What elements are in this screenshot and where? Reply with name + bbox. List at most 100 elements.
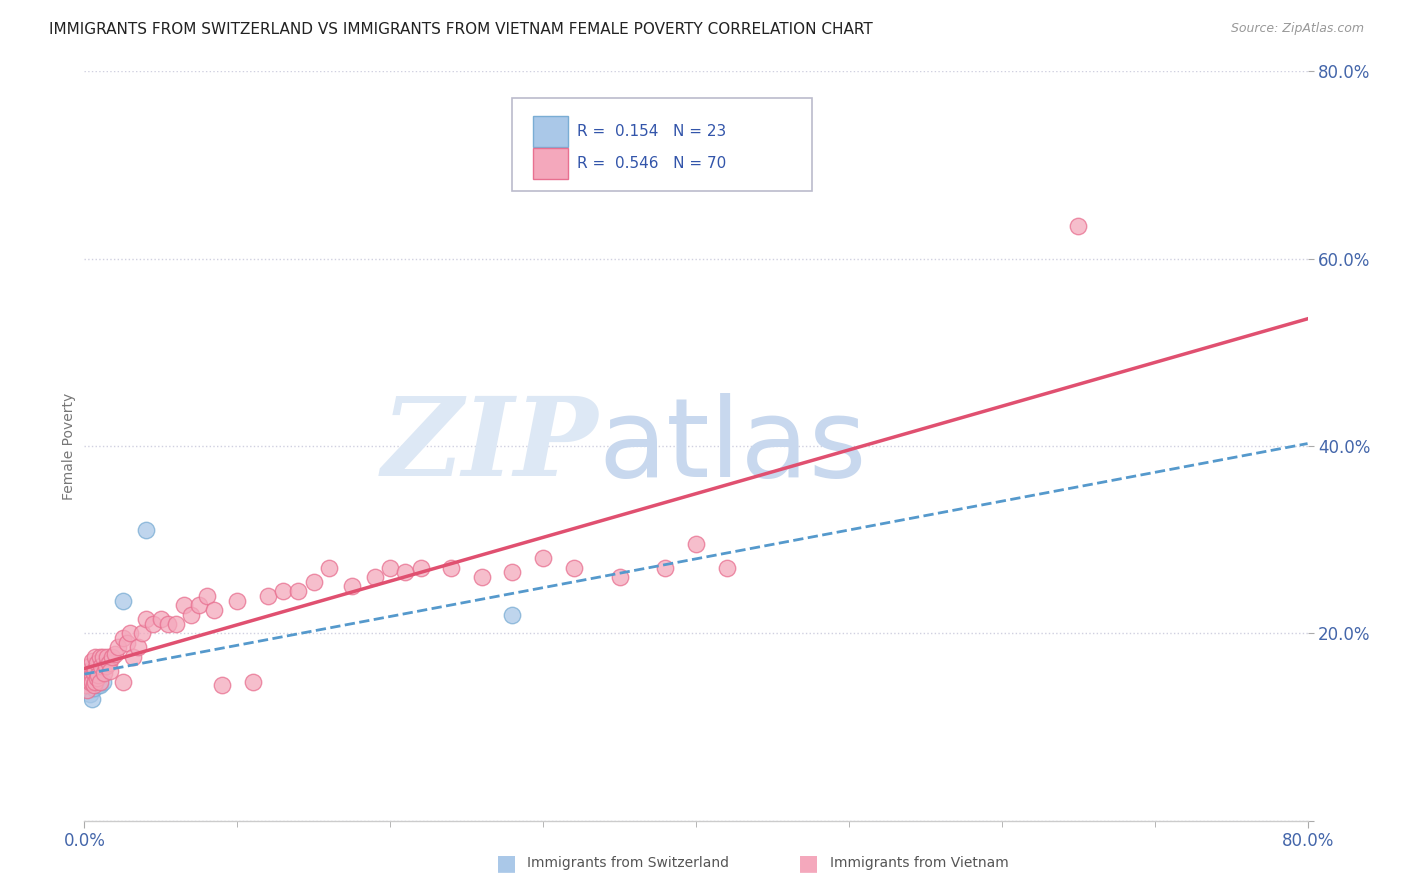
Text: R =  0.154   N = 23: R = 0.154 N = 23: [578, 124, 727, 139]
Point: [76, 664, 98, 678]
Point: [79, 671, 101, 685]
Point: [562, 561, 585, 575]
Point: [89, 649, 111, 664]
Point: [101, 649, 124, 664]
Point: [80, 692, 103, 706]
Point: [111, 631, 134, 645]
Point: [111, 593, 134, 607]
Point: [89, 675, 111, 690]
Point: [173, 599, 195, 613]
Point: [75, 668, 97, 682]
Point: [471, 570, 494, 584]
Point: [97, 657, 120, 671]
Point: [202, 603, 225, 617]
Point: [91, 649, 114, 664]
Point: [120, 626, 142, 640]
Text: ■: ■: [496, 854, 516, 873]
Point: [131, 626, 153, 640]
Point: [77, 682, 100, 697]
Point: [188, 599, 211, 613]
Text: Source: ZipAtlas.com: Source: ZipAtlas.com: [1230, 22, 1364, 36]
Point: [135, 524, 157, 538]
Point: [83, 681, 105, 695]
Point: [84, 675, 107, 690]
Point: [86, 675, 108, 690]
Point: [89, 678, 111, 692]
Point: [226, 593, 249, 607]
FancyBboxPatch shape: [513, 97, 813, 191]
Text: IMMIGRANTS FROM SWITZERLAND VS IMMIGRANTS FROM VIETNAM FEMALE POVERTY CORRELATIO: IMMIGRANTS FROM SWITZERLAND VS IMMIGRANT…: [49, 22, 873, 37]
Text: ■: ■: [799, 854, 818, 873]
Point: [157, 617, 180, 632]
Point: [107, 640, 129, 655]
Text: R =  0.546   N = 70: R = 0.546 N = 70: [578, 156, 727, 171]
Point: [165, 617, 187, 632]
Y-axis label: Female Poverty: Female Poverty: [62, 392, 76, 500]
Point: [83, 678, 105, 692]
Point: [127, 640, 149, 655]
Point: [257, 589, 280, 603]
Point: [115, 635, 138, 649]
Point: [75, 678, 97, 692]
Point: [440, 561, 463, 575]
Point: [1067, 219, 1090, 233]
Point: [96, 649, 118, 664]
Point: [83, 665, 105, 680]
Point: [84, 649, 107, 664]
Point: [122, 649, 145, 664]
Point: [502, 566, 524, 580]
Point: [104, 647, 127, 661]
Text: ZIP: ZIP: [381, 392, 598, 500]
Point: [111, 675, 134, 690]
Point: [94, 659, 117, 673]
Point: [135, 612, 157, 626]
Point: [287, 584, 309, 599]
Point: [87, 678, 110, 692]
Text: atlas: atlas: [598, 392, 866, 500]
Point: [77, 673, 100, 688]
Point: [80, 668, 103, 682]
Point: [409, 561, 432, 575]
Point: [80, 675, 103, 690]
Point: [76, 682, 98, 697]
Point: [93, 665, 115, 680]
Point: [91, 675, 114, 690]
Point: [609, 570, 631, 584]
Point: [211, 678, 233, 692]
Point: [654, 561, 676, 575]
Point: [77, 673, 100, 688]
Text: Immigrants from Vietnam: Immigrants from Vietnam: [830, 856, 1008, 871]
Point: [242, 675, 264, 690]
Point: [76, 668, 98, 682]
Point: [79, 675, 101, 690]
Point: [271, 584, 294, 599]
Point: [98, 664, 121, 678]
Point: [380, 561, 402, 575]
Point: [84, 659, 107, 673]
Point: [77, 664, 100, 678]
Point: [302, 574, 325, 589]
Point: [90, 659, 112, 673]
Point: [80, 668, 103, 682]
Point: [79, 687, 101, 701]
Point: [84, 675, 107, 690]
Point: [79, 659, 101, 673]
Point: [80, 655, 103, 669]
Text: Immigrants from Switzerland: Immigrants from Switzerland: [527, 856, 730, 871]
Point: [502, 607, 524, 622]
Point: [79, 675, 101, 690]
Point: [531, 551, 554, 566]
Point: [76, 678, 98, 692]
Point: [87, 668, 110, 682]
Point: [149, 612, 172, 626]
Point: [180, 607, 202, 622]
Point: [83, 665, 105, 680]
Point: [394, 566, 416, 580]
Point: [86, 657, 108, 671]
Point: [716, 561, 738, 575]
Point: [80, 675, 103, 690]
Point: [84, 662, 107, 676]
Point: [77, 668, 100, 682]
Point: [685, 537, 707, 551]
Point: [195, 589, 218, 603]
